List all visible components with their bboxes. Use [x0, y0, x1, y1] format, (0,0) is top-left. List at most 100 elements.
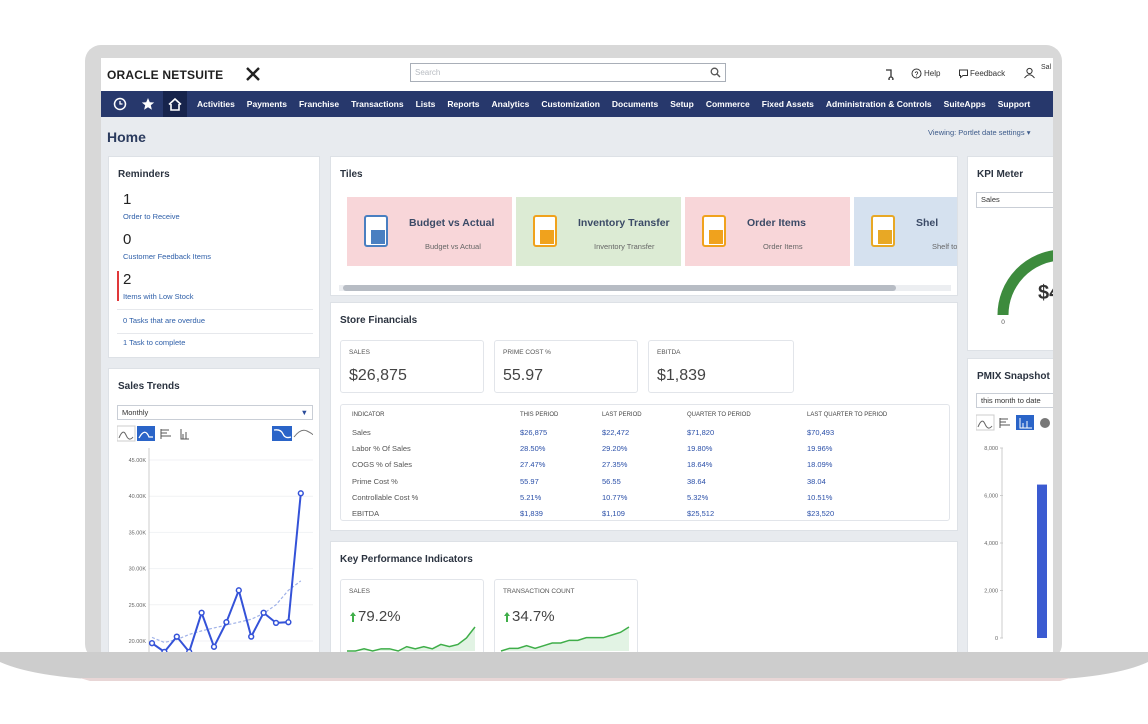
- user-name[interactable]: Sal: [1041, 64, 1052, 71]
- store-financials-portlet: Store Financials INDICATOR THIS PERIOD LAS…: [330, 302, 958, 531]
- icon-shape: [878, 230, 892, 244]
- arrow-shape: [504, 612, 510, 622]
- kpi-card: TRANSACTION COUNT 34.7%: [494, 579, 638, 652]
- table-header: LAST QUARTER TO PERIOD: [807, 412, 888, 418]
- nav-item[interactable]: Payments: [246, 99, 287, 109]
- table-header: QUARTER TO PERIOD: [687, 412, 751, 418]
- tile[interactable]: Order Items Order Items: [685, 197, 850, 266]
- tile[interactable]: Inventory Transfer Inventory Transfer: [516, 197, 681, 266]
- table-cell: 28.50%: [520, 444, 546, 454]
- card-label: SALES: [349, 349, 370, 356]
- nav-item[interactable]: Documents: [611, 99, 659, 109]
- role-icon: [1024, 67, 1035, 79]
- path: [959, 69, 968, 79]
- up-arrow: [350, 612, 356, 622]
- reminder-label[interactable]: Order to Receive: [123, 212, 180, 221]
- pmix-portlet: PMIX Snapshot this month to date: [967, 358, 1053, 652]
- divider: [117, 309, 313, 310]
- rect: [117, 425, 136, 442]
- nav-item[interactable]: Analytics: [491, 99, 530, 109]
- nav-item[interactable]: Commerce: [705, 99, 750, 109]
- nav-item[interactable]: Activities: [197, 99, 235, 109]
- arrow-shape: [350, 612, 356, 622]
- feedback-link[interactable]: Feedback: [970, 69, 1006, 78]
- path: [180, 429, 189, 440]
- kpi-card: SALES 79.2%: [340, 579, 484, 652]
- path: [1024, 74, 1035, 79]
- period-text: Monthly: [122, 408, 149, 417]
- chart-type-icons: [117, 425, 313, 442]
- scrollbar-thumb[interactable]: [343, 285, 896, 291]
- path: [977, 420, 993, 429]
- nav-item[interactable]: SuiteApps: [943, 99, 986, 109]
- viewing-text: Viewing: Portlet date settings: [928, 128, 1025, 137]
- circle: [911, 68, 922, 79]
- path: [119, 101, 123, 105]
- caret: ▼: [300, 408, 308, 417]
- home-tab: [163, 91, 187, 117]
- nav-item[interactable]: Franchise: [298, 99, 340, 109]
- task-link[interactable]: 0 Tasks that are overdue: [123, 316, 205, 325]
- up-arrow: [504, 612, 510, 622]
- table-cell: 10.77%: [602, 492, 628, 502]
- screen: ORACLE NETSUITE Search ? Help Feedback S…: [101, 58, 1053, 652]
- path: [716, 73, 721, 78]
- viewing-settings[interactable]: Viewing: Portlet date settings ▾: [928, 128, 1030, 137]
- table-header: INDICATOR: [352, 412, 385, 418]
- table-cell: $1,839: [520, 509, 543, 518]
- recent-icon[interactable]: [883, 68, 895, 80]
- table-cell: COGS % of Sales: [352, 460, 413, 470]
- nav-item[interactable]: Fixed Assets: [761, 99, 814, 109]
- portlet-title: PMIX Snapshot: [977, 371, 1050, 382]
- table-cell: 5.32%: [687, 492, 709, 502]
- task-link[interactable]: 1 Task to complete: [123, 338, 186, 347]
- kpi-portlet: Key Performance Indicators SALES 79.2% TRA…: [330, 541, 958, 652]
- feedback-icon: [959, 69, 968, 79]
- help-link[interactable]: Help: [924, 69, 941, 78]
- nav-item[interactable]: Setup: [670, 99, 694, 109]
- path: [273, 429, 292, 439]
- reminder-label[interactable]: Customer Feedback Items: [123, 252, 211, 261]
- rect: [272, 426, 292, 441]
- top-bar: ORACLE NETSUITE Search ? Help Feedback S…: [101, 58, 1053, 92]
- table-cell: 29.20%: [602, 444, 628, 454]
- tile-subtitle: Shelf to S: [932, 242, 958, 251]
- kpi-label: TRANSACTION COUNT: [503, 588, 575, 595]
- table-cell: 19.80%: [687, 444, 713, 454]
- nav-item[interactable]: Reports: [447, 99, 480, 109]
- table-cell: 38.64: [687, 476, 706, 486]
- nav-item[interactable]: Customization: [541, 99, 600, 109]
- divider: [117, 333, 313, 334]
- search-box[interactable]: Search: [410, 63, 726, 82]
- table-cell: 38.04: [807, 476, 826, 486]
- nav-item[interactable]: Lists: [415, 99, 436, 109]
- icon-shape: [709, 230, 723, 244]
- portlet-title: Tiles: [340, 169, 363, 180]
- nav-item[interactable]: Transactions: [351, 99, 404, 109]
- nav-item[interactable]: Administration & Controls: [825, 99, 932, 109]
- reminder-label[interactable]: Items with Low Stock: [123, 292, 194, 301]
- table-cell: 27.35%: [602, 460, 628, 470]
- nav-item[interactable]: Support: [997, 99, 1031, 109]
- path: [1019, 418, 1032, 429]
- card-label: EBITDA: [657, 349, 681, 356]
- tools-icon: [246, 67, 260, 81]
- path: [246, 67, 260, 81]
- tile[interactable]: Shel Shelf to S: [854, 197, 958, 266]
- table-cell: Sales: [352, 428, 371, 437]
- kpi-value: 34.7%: [512, 608, 555, 625]
- period-select[interactable]: this month to date: [976, 393, 1053, 408]
- table-cell: 10.51%: [807, 492, 833, 502]
- metric-text: Sales: [981, 195, 1000, 204]
- table-cell: EBITDA: [352, 509, 380, 518]
- kpi-meter-portlet: KPI Meter Sales: [967, 156, 1053, 351]
- tile-icon: [533, 215, 557, 247]
- metric-select[interactable]: Sales: [976, 192, 1053, 208]
- tile[interactable]: Budget vs Actual Budget vs Actual: [347, 197, 512, 266]
- circle: [710, 67, 719, 76]
- kpi-label: SALES: [349, 588, 370, 595]
- table-cell: Controllable Cost %: [352, 492, 419, 502]
- portlet-title: Sales Trends: [118, 381, 180, 392]
- period-select[interactable]: Monthly ▼: [117, 405, 313, 420]
